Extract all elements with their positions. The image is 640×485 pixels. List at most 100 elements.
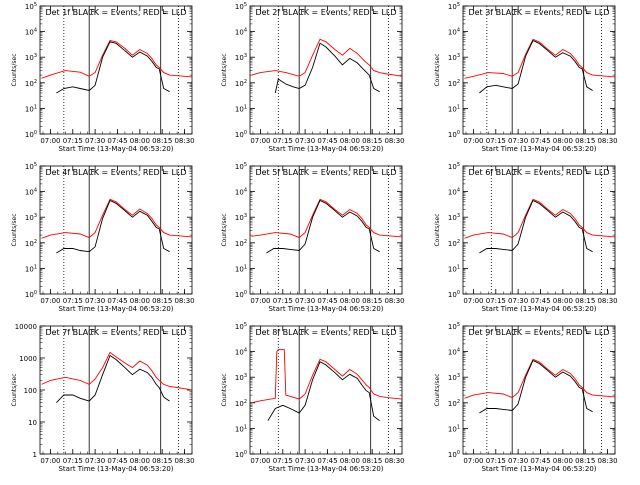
chart-panel-9: Det 9f BLACK = Events, RED = LLD 100 101 10… bbox=[434, 322, 618, 473]
x-axis-label: Start Time (13-May-04 06:53:20) bbox=[481, 305, 596, 313]
series-line-events bbox=[479, 39, 593, 94]
y-tick-label: 102 bbox=[448, 239, 460, 248]
x-tick-label: 07:45 bbox=[317, 137, 337, 145]
y-tick-label: 102 bbox=[235, 239, 247, 248]
chart-panel-5: Det 5f BLACK = Events, RED = LLD 100 101 10… bbox=[221, 162, 405, 313]
x-tick-label: 07:15 bbox=[63, 297, 83, 305]
y-tick-label: 101 bbox=[235, 104, 247, 113]
y-tick-label: 100 bbox=[235, 290, 247, 299]
y-tick-label: 105 bbox=[25, 2, 37, 11]
x-tick-label: 07:30 bbox=[508, 457, 528, 465]
series-line-events bbox=[479, 359, 593, 414]
x-tick-label: 07:00 bbox=[463, 457, 483, 465]
y-axis-label: Counts/sec bbox=[11, 373, 18, 406]
x-tick-label: 08:15 bbox=[152, 137, 172, 145]
x-tick-label: 07:45 bbox=[107, 457, 127, 465]
chart-panel-4: Det 4f BLACK = Events, RED = LLD 100 101 10… bbox=[11, 162, 195, 313]
y-tick-label: 100 bbox=[24, 387, 37, 395]
x-tick-label: 07:30 bbox=[85, 297, 105, 305]
y-tick-label: 100 bbox=[448, 450, 460, 459]
chart-panel-1: Det 1f BLACK = Events, RED = LLD 100 101 10… bbox=[11, 2, 195, 153]
y-tick-label: 103 bbox=[448, 53, 460, 62]
y-tick-label: 104 bbox=[25, 28, 37, 37]
y-tick-label: 103 bbox=[25, 213, 37, 222]
y-tick-label: 101 bbox=[448, 424, 460, 433]
x-tick-label: 07:00 bbox=[250, 457, 270, 465]
chart-title: Det 3f BLACK = Events, RED = LLD bbox=[468, 8, 609, 17]
chart-title: Det 5f BLACK = Events, RED = LLD bbox=[255, 168, 396, 177]
series-line-lld bbox=[464, 198, 615, 239]
y-tick-label: 100 bbox=[448, 130, 460, 139]
chart-title: Det 9f BLACK = Events, RED = LLD bbox=[468, 328, 609, 337]
x-tick-label: 07:45 bbox=[107, 297, 127, 305]
y-tick-label: 102 bbox=[25, 239, 37, 248]
x-tick-label: 08:15 bbox=[575, 137, 595, 145]
chart-title: Det 6f BLACK = Events, RED = LLD bbox=[468, 168, 609, 177]
x-tick-label: 08:00 bbox=[553, 137, 573, 145]
y-tick-label: 102 bbox=[448, 399, 460, 408]
x-tick-label: 08:00 bbox=[340, 457, 360, 465]
y-tick-label: 103 bbox=[448, 213, 460, 222]
chart-title: Det 2f BLACK = Events, RED = LLD bbox=[255, 8, 396, 17]
x-tick-label: 07:15 bbox=[273, 457, 293, 465]
x-tick-label: 07:30 bbox=[85, 137, 105, 145]
y-tick-label: 102 bbox=[235, 399, 247, 408]
y-tick-label: 100 bbox=[235, 450, 247, 459]
y-tick-label: 100 bbox=[25, 290, 37, 299]
series-line-lld bbox=[41, 351, 192, 391]
y-axis-label: Counts/sec bbox=[434, 213, 441, 246]
x-tick-label: 07:45 bbox=[530, 297, 550, 305]
x-tick-label: 08:00 bbox=[553, 297, 573, 305]
marker-annotation: F bbox=[91, 8, 95, 16]
x-axis-label: Start Time (13-May-04 06:53:20) bbox=[58, 305, 173, 313]
marker-annotation: F bbox=[301, 168, 305, 176]
x-tick-label: 08:30 bbox=[174, 297, 194, 305]
marker-annotation: L bbox=[585, 8, 589, 16]
marker-annotation: L bbox=[372, 8, 376, 16]
y-tick-label: 103 bbox=[235, 53, 247, 62]
plot-frame bbox=[39, 165, 193, 295]
y-tick-label: 104 bbox=[235, 348, 247, 357]
y-tick-label: 102 bbox=[235, 79, 247, 88]
x-tick-label: 07:00 bbox=[40, 297, 60, 305]
y-tick-label: 105 bbox=[448, 322, 460, 331]
y-tick-label: 1 bbox=[33, 451, 37, 459]
series-line-lld bbox=[41, 39, 192, 79]
chart-panel-6: Det 6f BLACK = Events, RED = LLD 100 101 10… bbox=[434, 162, 618, 313]
x-tick-label: 08:30 bbox=[174, 137, 194, 145]
y-tick-label: 104 bbox=[25, 188, 37, 197]
y-tick-label: 104 bbox=[235, 28, 247, 37]
x-axis-label: Start Time (13-May-04 06:53:20) bbox=[58, 465, 173, 473]
plot-frame bbox=[462, 165, 616, 295]
x-tick-label: 08:30 bbox=[597, 457, 617, 465]
x-tick-label: 07:30 bbox=[508, 297, 528, 305]
series-line-lld bbox=[251, 198, 402, 239]
x-axis-label: Start Time (13-May-04 06:53:20) bbox=[268, 305, 383, 313]
x-tick-label: 07:00 bbox=[463, 297, 483, 305]
x-tick-label: 08:15 bbox=[362, 137, 382, 145]
x-tick-label: 07:15 bbox=[486, 137, 506, 145]
x-tick-label: 08:00 bbox=[130, 457, 150, 465]
marker-annotation: F bbox=[301, 8, 305, 16]
y-tick-label: 1000 bbox=[19, 355, 37, 363]
x-tick-label: 07:00 bbox=[463, 137, 483, 145]
y-axis-label: Counts/sec bbox=[11, 213, 18, 246]
y-tick-label: 100 bbox=[25, 130, 37, 139]
x-tick-label: 07:30 bbox=[508, 137, 528, 145]
series-line-events bbox=[56, 41, 170, 94]
chart-panel-7: Det 7f BLACK = Events, RED = LLD 1 10 100 10… bbox=[11, 323, 195, 473]
x-tick-label: 07:15 bbox=[63, 137, 83, 145]
y-axis-label: Counts/sec bbox=[221, 53, 228, 86]
x-tick-label: 07:00 bbox=[40, 137, 60, 145]
chart-title: Det 4f BLACK = Events, RED = LLD bbox=[45, 168, 186, 177]
x-tick-label: 07:15 bbox=[486, 297, 506, 305]
x-tick-label: 08:00 bbox=[340, 137, 360, 145]
marker-annotation: F bbox=[301, 328, 305, 336]
y-tick-label: 100 bbox=[235, 130, 247, 139]
y-axis-label: Counts/sec bbox=[221, 373, 228, 406]
y-tick-label: 101 bbox=[25, 264, 37, 273]
y-tick-label: 104 bbox=[235, 188, 247, 197]
x-tick-label: 07:15 bbox=[486, 457, 506, 465]
chart-panel-3: Det 3f BLACK = Events, RED = LLD 100 101 10… bbox=[434, 2, 618, 153]
